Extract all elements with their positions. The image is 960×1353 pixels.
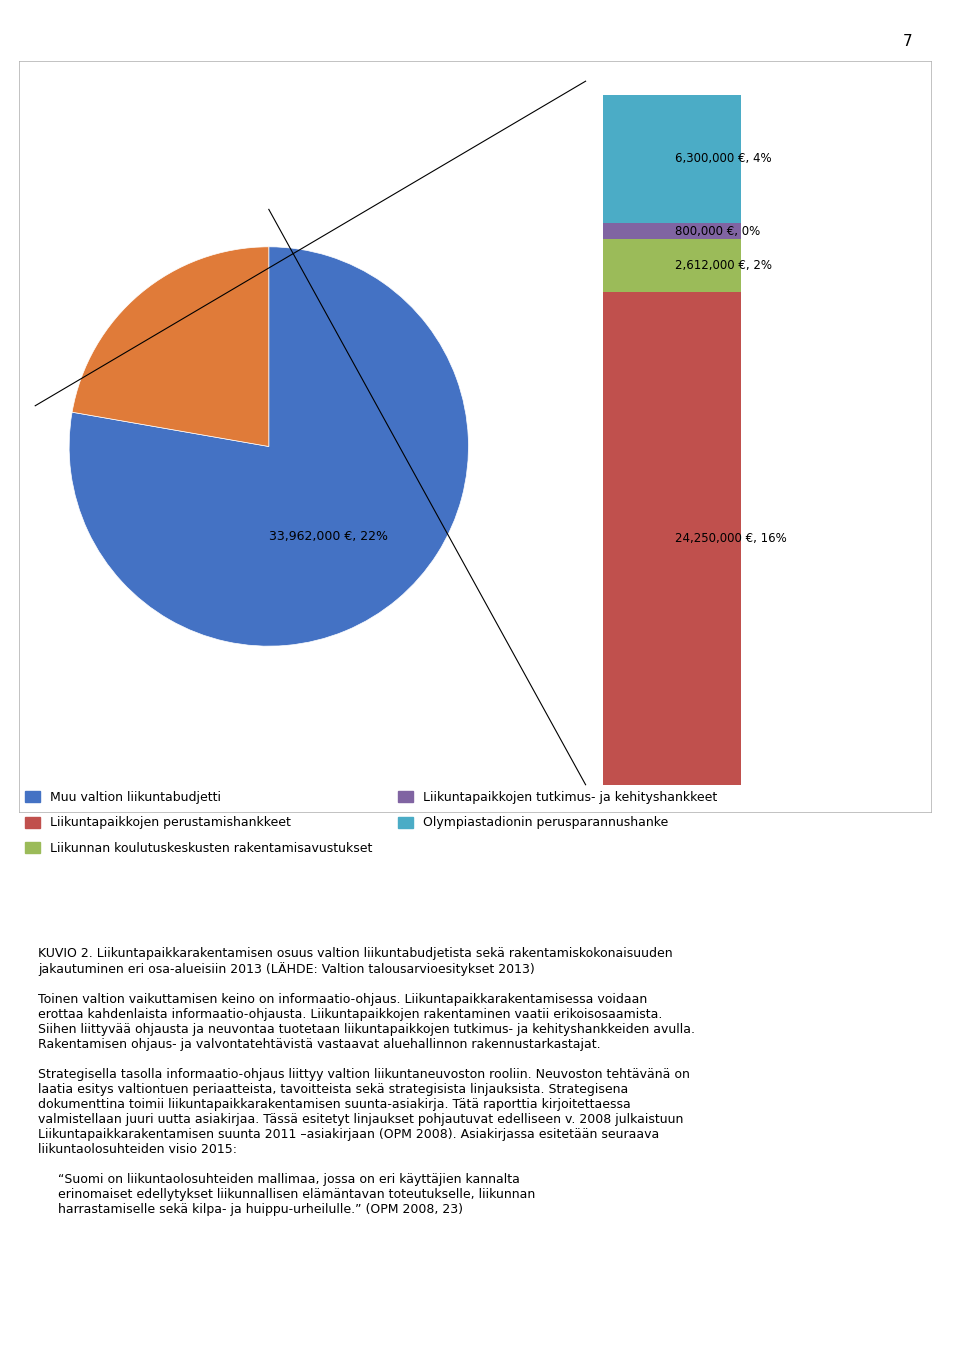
Text: 2,612,000 €, 2%: 2,612,000 €, 2%	[676, 260, 773, 272]
Wedge shape	[69, 246, 468, 647]
Text: 800,000 €, 0%: 800,000 €, 0%	[676, 225, 760, 238]
Bar	[603, 239, 741, 292]
Wedge shape	[72, 246, 269, 446]
Legend: Muu valtion liikuntabudjetti, Liikuntapaikkojen perustamishankkeet, Liikunnan ko: Muu valtion liikuntabudjetti, Liikuntapa…	[26, 792, 717, 855]
Text: 7: 7	[902, 34, 912, 49]
Text: 24,250,000 €, 16%: 24,250,000 €, 16%	[676, 532, 787, 545]
Text: 6,300,000 €, 4%: 6,300,000 €, 4%	[676, 153, 772, 165]
Bar	[603, 223, 741, 239]
Bar	[603, 95, 741, 223]
Text: 33,962,000 €, 22%: 33,962,000 €, 22%	[269, 530, 388, 543]
Bar	[603, 292, 741, 785]
Text: KUVIO 2. Liikuntapaikkarakentamisen osuus valtion liikuntabudjetista sekä rakent: KUVIO 2. Liikuntapaikkarakentamisen osuu…	[38, 947, 695, 1216]
